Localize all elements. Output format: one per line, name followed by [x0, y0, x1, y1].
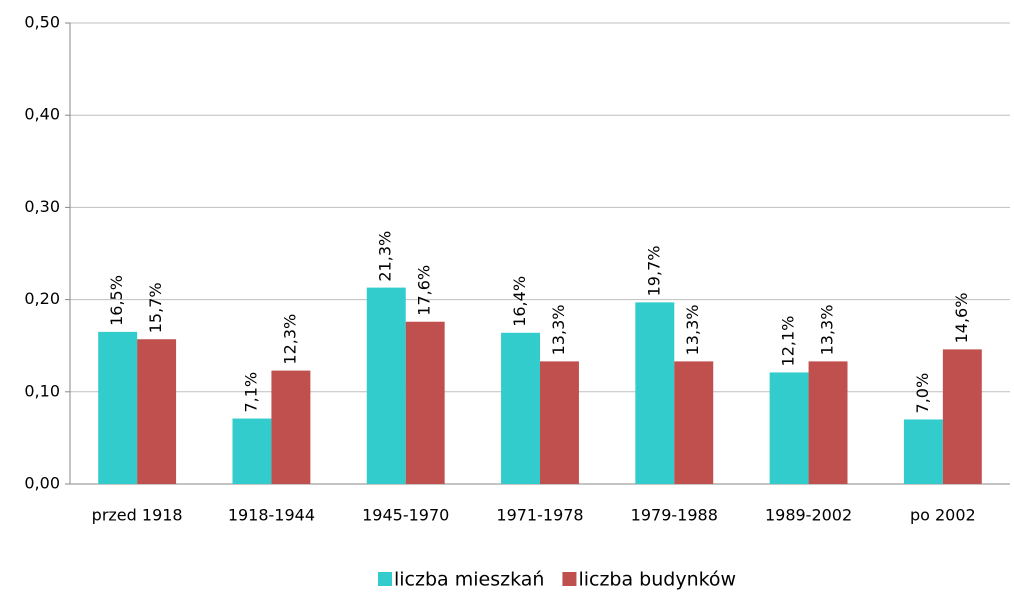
bar — [635, 302, 675, 484]
x-tick-label: 1971-1978 — [496, 506, 583, 525]
value-label: 16,5% — [107, 275, 126, 326]
value-label: 17,6% — [415, 265, 434, 316]
bar — [271, 370, 311, 484]
x-tick-label: 1918-1944 — [228, 506, 315, 525]
bar — [674, 361, 714, 484]
x-tick-label: 1989-2002 — [765, 506, 852, 525]
x-tick-label: przed 1918 — [92, 506, 183, 525]
value-label: 7,1% — [241, 372, 260, 413]
bar — [540, 361, 579, 484]
bar — [903, 419, 943, 484]
value-label: 14,6% — [952, 293, 971, 344]
value-label: 13,3% — [818, 305, 837, 356]
bar — [769, 372, 809, 484]
legend-swatch — [562, 572, 577, 586]
value-label: 12,3% — [280, 314, 299, 365]
legend-label: liczba mieszkań — [394, 569, 544, 591]
bar — [232, 418, 272, 484]
value-label: 15,7% — [146, 282, 165, 333]
y-tick-label: 0,10 — [24, 381, 60, 400]
value-label: 21,3% — [376, 231, 395, 282]
legend-swatch — [378, 572, 392, 586]
value-label: 19,7% — [644, 246, 663, 297]
bar — [808, 361, 848, 484]
value-label: 13,3% — [683, 305, 702, 356]
value-label: 16,4% — [510, 276, 529, 327]
x-tick-label: po 2002 — [910, 506, 976, 525]
bar — [98, 331, 138, 484]
y-tick-label: 0,50 — [24, 13, 60, 32]
value-label: 12,1% — [779, 316, 798, 367]
y-tick-label: 0,20 — [24, 289, 60, 308]
bar — [942, 349, 982, 484]
value-label: 7,0% — [913, 373, 932, 414]
bar — [501, 332, 540, 484]
value-label: 13,3% — [549, 305, 568, 356]
bar — [137, 339, 177, 484]
y-tick-label: 0,00 — [24, 474, 60, 493]
x-tick-label: 1945-1970 — [362, 506, 449, 525]
y-tick-label: 0,40 — [24, 105, 60, 124]
legend-label: liczba budynków — [578, 569, 736, 591]
y-tick-label: 0,30 — [24, 197, 60, 216]
bar — [366, 287, 406, 484]
bar — [405, 321, 445, 484]
x-tick-label: 1979-1988 — [631, 506, 718, 525]
